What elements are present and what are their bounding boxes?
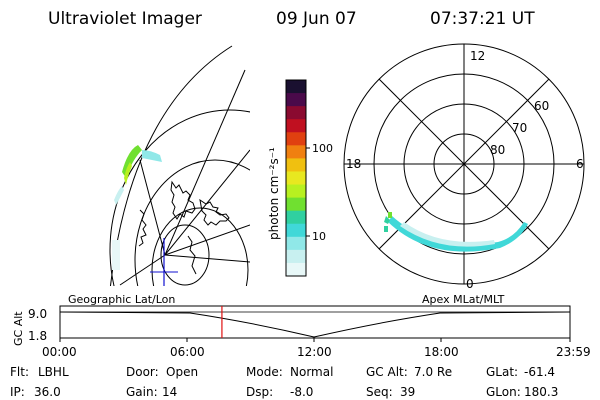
time-label: 07:37:21 UT (430, 9, 535, 29)
status-mode-value: Normal (290, 365, 333, 379)
colorbar-band (286, 119, 306, 133)
colorbar-band (286, 197, 306, 212)
colorbar: 100 10 photon cm⁻²s⁻¹ (267, 79, 333, 277)
instrument-title: Ultraviolet Imager (48, 9, 202, 29)
status-seq-value: 39 (400, 385, 415, 399)
coastline-outline (138, 180, 230, 275)
colorbar-band (286, 210, 306, 225)
colorbar-band (286, 262, 306, 277)
status-ip-label: IP: (10, 385, 25, 399)
status-dsp-label: Dsp: (246, 385, 273, 399)
status-ip-value: 36.0 (34, 385, 61, 399)
colorbar-band (286, 249, 306, 264)
status-glon-value: 180.3 (524, 385, 558, 399)
status-dsp-value: -8.0 (290, 385, 313, 399)
status-gain-label: Gain: (126, 385, 158, 399)
clock-label-12: 12 (470, 49, 485, 63)
colorbar-band (286, 80, 306, 94)
timeline-right-title: Apex MLat/MLT (422, 293, 505, 306)
status-panel: Flt: LBHL Door: Open Mode: Normal GC Alt… (10, 365, 558, 399)
orbit-timeline: Geographic Lat/Lon Apex MLat/MLT GC Alt … (12, 293, 591, 359)
lat-label-60: 60 (534, 99, 549, 113)
colorbar-tick-10: 10 (312, 230, 326, 243)
colorbar-band (286, 145, 306, 159)
status-seq-label: Seq: (366, 385, 393, 399)
polar-plot: 12 6 18 0 60 70 80 (343, 43, 585, 291)
colorbar-band (286, 106, 306, 120)
status-gcalt-value: 7.0 Re (414, 365, 452, 379)
colorbar-band (286, 158, 306, 172)
status-gain-value: 14 (162, 385, 177, 399)
colorbar-band (286, 171, 306, 186)
colorbar-band (286, 184, 306, 199)
lat-label-80: 80 (490, 143, 505, 157)
timeline-left-title: Geographic Lat/Lon (68, 293, 175, 306)
polar-aurora (384, 212, 528, 252)
status-mode-label: Mode: (246, 365, 283, 379)
map-aurora (112, 145, 162, 270)
date-label: 09 Jun 07 (276, 9, 357, 29)
colorbar-band (286, 132, 306, 146)
colorbar-band (286, 93, 306, 107)
clock-label-0: 0 (466, 277, 474, 291)
status-glon-label: GLon: (486, 385, 521, 399)
timeline-y-tick-top: 9.0 (28, 307, 47, 321)
status-flt-label: Flt: (10, 365, 29, 379)
timeline-y-tick-bottom: 1.8 (28, 329, 47, 343)
x-tick-1800: 18:00 (424, 345, 459, 359)
timeline-y-axis-label: GC Alt (12, 311, 25, 346)
x-tick-0600: 06:00 (170, 345, 205, 359)
colorbar-band (286, 223, 306, 238)
x-tick-2359: 23:59 (556, 345, 591, 359)
status-glat-label: GLat: (486, 365, 518, 379)
x-tick-0000: 00:00 (42, 345, 77, 359)
status-door-label: Door: (126, 365, 159, 379)
lat-label-70: 70 (512, 121, 527, 135)
clock-label-6: 6 (576, 157, 584, 171)
clock-label-18: 18 (346, 157, 361, 171)
colorbar-tick-100: 100 (312, 142, 333, 155)
status-door-value: Open (166, 365, 198, 379)
status-gcalt-label: GC Alt: (366, 365, 408, 379)
colorbar-band (286, 236, 306, 251)
x-tick-1200: 12:00 (297, 345, 332, 359)
colorbar-unit-label: photon cm⁻²s⁻¹ (267, 147, 281, 240)
geographic-map (109, 45, 250, 286)
altitude-curve (59, 311, 571, 338)
status-glat-value: -61.4 (524, 365, 555, 379)
status-flt-value: LBHL (38, 365, 69, 379)
